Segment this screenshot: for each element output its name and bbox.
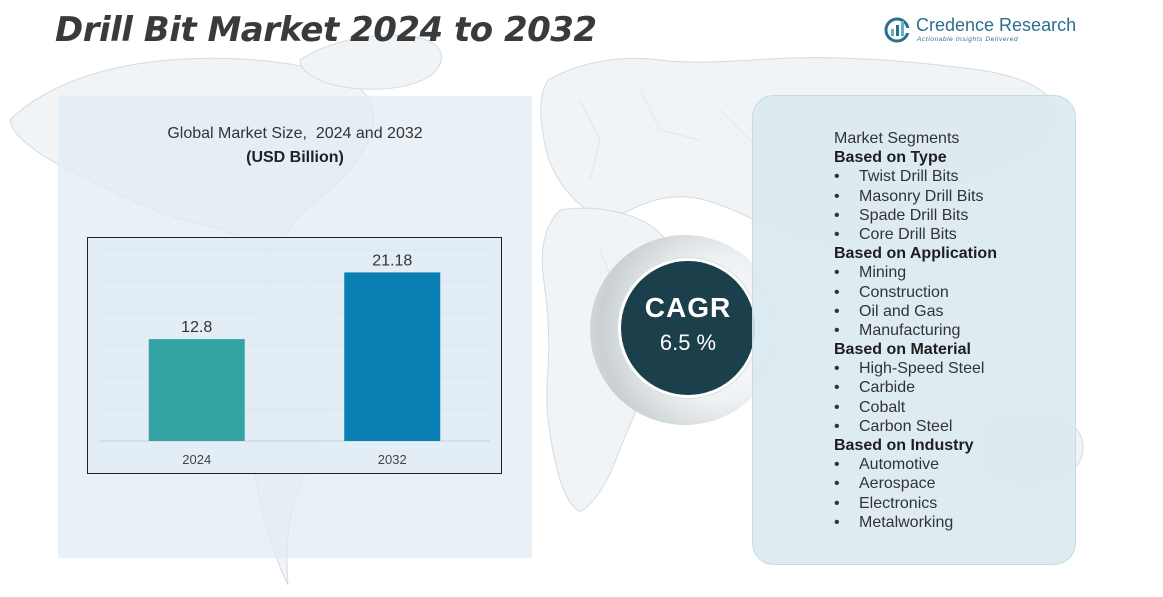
segment-list-item: • Twist Drill Bits	[834, 167, 1074, 186]
page-title: Drill Bit Market 2024 to 2032	[55, 10, 597, 50]
cagr-label: CAGR	[644, 292, 732, 323]
bullet-icon: •	[834, 264, 840, 282]
bullet-icon: •	[834, 456, 840, 474]
segments-panel	[752, 95, 1076, 565]
credence-research-logo: Credence Research Actionable Insights De…	[884, 14, 1077, 46]
chart-subtitle: (USD Billion)	[246, 149, 344, 166]
segment-item-label: Twist Drill Bits	[859, 168, 959, 186]
segment-item-label: High-Speed Steel	[859, 360, 985, 378]
bar-data-label: 12.8	[181, 319, 212, 336]
segment-list-item: • Manufacturing	[834, 321, 1074, 340]
x-tick-label: 2024	[182, 452, 211, 467]
logo-tagline: Actionable Insights Delivered	[917, 36, 1019, 43]
bullet-icon: •	[834, 513, 840, 531]
segment-item-label: Carbon Steel	[859, 417, 953, 435]
segment-list-item: • Mining	[834, 263, 1074, 282]
logo-mark-icon	[884, 17, 912, 43]
segment-list-item: • Oil and Gas	[834, 302, 1074, 321]
bar-2032	[344, 272, 441, 441]
bar-data-label: 21.18	[372, 252, 412, 269]
x-tick-label: 2032	[378, 452, 407, 467]
bullet-icon: •	[834, 360, 840, 378]
market-segments-list: Market Segments Based on Type • Twist Dril…	[834, 129, 1074, 532]
segment-group-title: Based on Industry	[834, 437, 974, 454]
segment-group-title: Based on Type	[834, 149, 947, 167]
logo-name: Credence Research	[916, 15, 1077, 35]
segment-list-item: • Automotive	[834, 455, 1074, 474]
segment-item-label: Electronics	[859, 494, 938, 512]
bullet-icon: •	[834, 283, 840, 301]
bar-chart: 12.8 2024 21.18 2032	[99, 249, 490, 467]
segment-item-label: Construction	[859, 283, 949, 301]
segment-item-label: Oil and Gas	[859, 302, 944, 320]
bullet-icon: •	[834, 475, 840, 493]
cagr-value: 6.5 %	[659, 330, 717, 355]
bullet-icon: •	[834, 494, 840, 512]
segment-group-title: Based on Material	[834, 341, 971, 359]
segment-list-item: • Metalworking	[834, 513, 1074, 532]
segment-list-item: • Electronics	[834, 494, 1074, 513]
segment-list-item: • Cobalt	[834, 398, 1074, 417]
bullet-icon: •	[834, 187, 840, 205]
segment-list-item: • Masonry Drill Bits	[834, 187, 1074, 206]
segment-item-label: Spade Drill Bits	[859, 206, 969, 224]
segment-list-item: • Construction	[834, 283, 1074, 302]
bullet-icon: •	[834, 321, 840, 339]
bullet-icon: •	[834, 398, 840, 416]
bullet-icon: •	[834, 417, 840, 435]
segment-list-item: • Aerospace	[834, 474, 1074, 493]
chart-title: Global Market Size, 2024 and 2032	[167, 125, 423, 142]
bar-2024	[148, 339, 245, 441]
segments-heading: Market Segments	[834, 130, 960, 147]
segment-item-label: Core Drill Bits	[859, 225, 957, 243]
bullet-icon: •	[834, 206, 840, 224]
segment-item-label: Manufacturing	[859, 321, 961, 339]
segment-group-title: Based on Application	[834, 245, 997, 263]
segment-item-label: Mining	[859, 264, 907, 282]
segment-list-item: • Carbon Steel	[834, 417, 1074, 436]
bullet-icon: •	[834, 379, 840, 397]
segment-item-label: Aerospace	[859, 475, 936, 493]
segment-list-item: • High-Speed Steel	[834, 359, 1074, 378]
segment-list-item: • Carbide	[834, 378, 1074, 397]
segment-item-label: Automotive	[859, 456, 940, 474]
segment-item-label: Carbide	[859, 379, 916, 397]
segment-item-label: Metalworking	[859, 513, 954, 531]
bullet-icon: •	[834, 302, 840, 320]
bullet-icon: •	[834, 225, 840, 243]
segment-list-item: • Spade Drill Bits	[834, 206, 1074, 225]
segment-item-label: Cobalt	[859, 398, 906, 416]
bullet-icon: •	[834, 168, 840, 186]
cagr-circle	[618, 258, 758, 398]
segment-item-label: Masonry Drill Bits	[859, 187, 984, 205]
segment-list-item: • Core Drill Bits	[834, 225, 1074, 244]
